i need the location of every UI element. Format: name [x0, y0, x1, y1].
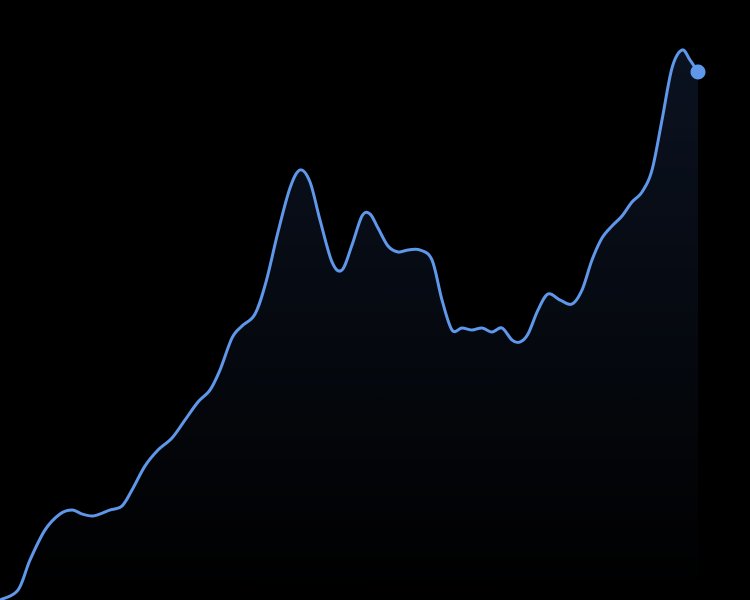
data-point-48	[526, 332, 530, 336]
data-point-5	[70, 508, 74, 512]
data-point-17	[208, 388, 212, 392]
data-point-34	[386, 244, 390, 248]
data-point-33	[376, 226, 380, 230]
end-point-marker[interactable]	[690, 64, 706, 80]
data-point-39	[440, 298, 444, 302]
data-point-35	[396, 250, 400, 254]
data-point-32	[368, 212, 372, 216]
data-point-19	[230, 336, 234, 340]
data-point-56	[610, 224, 614, 228]
data-point-47	[518, 340, 522, 344]
data-point-64	[688, 58, 692, 62]
data-point-53	[580, 288, 584, 292]
data-point-16	[196, 400, 200, 404]
data-point-18	[218, 368, 222, 372]
data-point-54	[590, 258, 594, 262]
data-point-11	[130, 488, 134, 492]
data-point-12	[143, 464, 147, 468]
data-point-42	[470, 328, 474, 332]
data-point-46	[510, 338, 514, 342]
data-point-8	[98, 512, 102, 516]
data-point-58	[630, 200, 634, 204]
data-point-31	[360, 214, 364, 218]
data-point-21	[253, 312, 257, 316]
data-point-49	[536, 308, 540, 312]
data-point-10	[120, 504, 124, 508]
series-line	[0, 48, 700, 600]
data-point-27	[318, 218, 322, 222]
data-point-15	[183, 418, 187, 422]
data-point-7	[90, 514, 94, 518]
data-point-28	[330, 260, 334, 264]
area-fill	[0, 49, 698, 600]
data-point-44	[490, 330, 494, 334]
data-point-13	[156, 448, 160, 452]
data-point-43	[480, 326, 484, 330]
data-point-57	[620, 214, 624, 218]
data-point-4	[58, 512, 62, 516]
data-point-37	[418, 248, 422, 252]
data-point-61	[660, 118, 664, 122]
data-point-2	[28, 558, 32, 562]
data-point-63	[680, 48, 684, 52]
data-point-36	[406, 248, 410, 252]
data-point-1	[16, 588, 20, 592]
data-point-30	[350, 243, 354, 247]
data-point-45	[500, 326, 504, 330]
data-point-22	[264, 280, 268, 284]
data-point-6	[80, 512, 84, 516]
data-point-59	[640, 190, 644, 194]
data-point-26	[308, 180, 312, 184]
data-point-40	[450, 328, 454, 332]
data-point-60	[650, 168, 654, 172]
data-point-41	[460, 326, 464, 330]
data-point-38	[430, 258, 434, 262]
data-point-25	[298, 168, 302, 172]
data-point-51	[558, 298, 562, 302]
data-point-3	[43, 528, 47, 532]
data-point-9	[108, 508, 112, 512]
data-point-50	[546, 292, 550, 296]
data-point-52	[570, 302, 574, 306]
data-point-29	[340, 268, 344, 272]
data-point-55	[600, 236, 604, 240]
data-point-23	[276, 230, 280, 234]
data-point-24	[288, 186, 292, 190]
data-point-14	[170, 436, 174, 440]
data-point-20	[240, 324, 244, 328]
data-point-62	[670, 66, 674, 70]
